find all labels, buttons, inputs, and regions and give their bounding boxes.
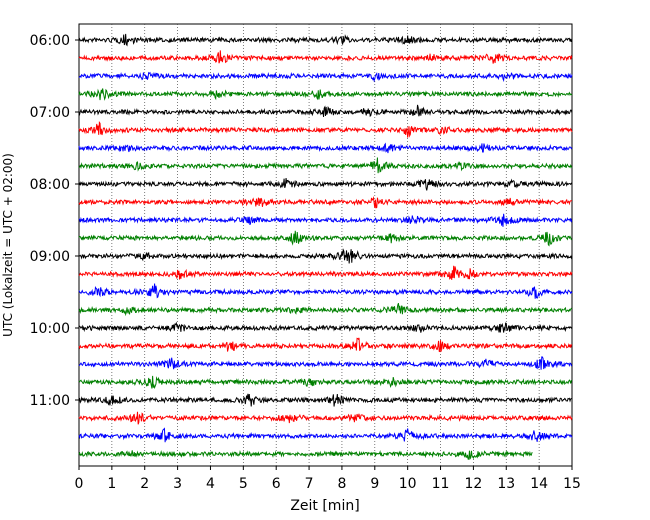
x-tick-label: 6 xyxy=(272,476,281,492)
y-tick-label: 07:00 xyxy=(30,105,70,121)
seismic-trace xyxy=(78,321,573,333)
x-tick-label: 0 xyxy=(75,476,84,492)
seismic-trace xyxy=(78,213,573,227)
seismic-trace xyxy=(78,177,573,191)
seismic-trace xyxy=(78,50,573,64)
y-tick-label: 11:00 xyxy=(30,393,70,409)
seismic-trace xyxy=(78,283,573,299)
x-tick-label: 7 xyxy=(305,476,314,492)
seismic-trace xyxy=(78,248,573,264)
x-tick-label: 14 xyxy=(530,476,548,492)
seismic-trace xyxy=(78,303,573,317)
x-tick-label: 3 xyxy=(173,476,182,492)
x-tick-label: 5 xyxy=(239,476,248,492)
traces xyxy=(78,33,573,461)
seismic-trace xyxy=(78,337,573,353)
y-tick-label: 06:00 xyxy=(30,33,70,49)
seismic-trace xyxy=(78,375,573,390)
x-tick-label: 12 xyxy=(464,476,482,492)
y-axis-label: UTC (Lokalzeit = UTC + 02:00) xyxy=(1,153,15,337)
seismic-trace xyxy=(78,121,573,138)
x-tick-label: 15 xyxy=(563,476,581,492)
seismic-trace xyxy=(78,104,573,118)
seismic-trace xyxy=(78,356,573,370)
x-axis-label: Zeit [min] xyxy=(290,498,359,514)
x-tick-label: 11 xyxy=(432,476,450,492)
y-tick-label: 09:00 xyxy=(30,249,70,265)
y-tick-label: 08:00 xyxy=(30,177,70,193)
seismic-trace xyxy=(78,265,573,280)
x-tick-label: 13 xyxy=(497,476,515,492)
seismic-trace xyxy=(78,142,573,154)
seismic-trace xyxy=(78,449,533,461)
seismic-trace xyxy=(78,393,573,407)
seismic-trace xyxy=(78,196,573,209)
seismic-trace xyxy=(78,71,573,83)
seismic-trace xyxy=(78,230,573,247)
x-axis-ticks: 0 1 2 3 4 5 6 7 8 9 10 11 12 13 14 15 xyxy=(75,466,581,492)
x-tick-label: 4 xyxy=(206,476,215,492)
x-tick-label: 10 xyxy=(399,476,417,492)
x-tick-label: 8 xyxy=(337,476,346,492)
plot-frame xyxy=(78,23,573,467)
seismic-trace xyxy=(78,411,573,425)
seismic-trace xyxy=(78,33,573,47)
x-tick-label: 2 xyxy=(140,476,149,492)
y-tick-label: 10:00 xyxy=(30,321,70,337)
seismic-trace xyxy=(78,88,573,101)
y-axis-ticks: 06:00 07:00 08:00 09:00 10:00 11:00 xyxy=(30,33,79,409)
x-tick-label: 1 xyxy=(107,476,116,492)
seismic-trace xyxy=(78,157,573,174)
seismic-trace xyxy=(78,427,573,443)
x-tick-label: 9 xyxy=(370,476,379,492)
